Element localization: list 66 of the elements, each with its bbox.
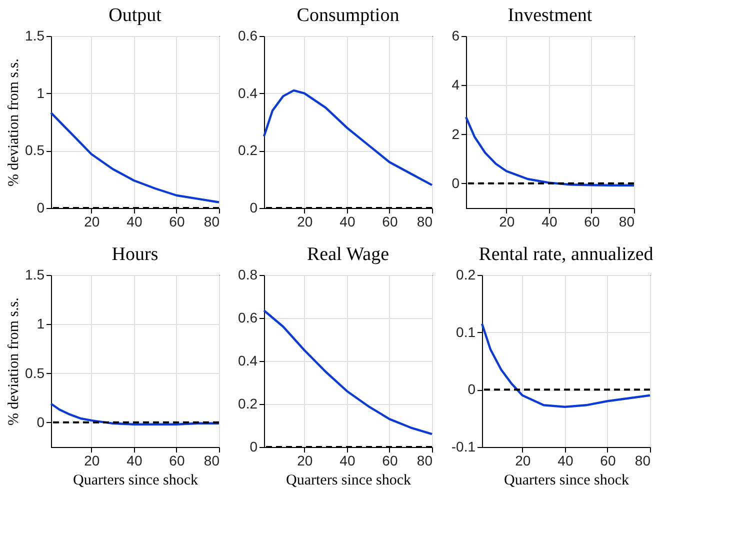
- y-tick-label: 0: [250, 438, 258, 454]
- line-series: [464, 116, 636, 186]
- x-tick-label: 40: [542, 214, 558, 230]
- y-tick-label: 0: [36, 414, 45, 430]
- y-tick-label: 0.5: [25, 364, 45, 381]
- x-tick-label: 60: [169, 452, 185, 468]
- y-tick-label: 0: [452, 174, 460, 191]
- line-series: [262, 89, 434, 186]
- y-tick-label: 0.1: [456, 324, 476, 340]
- x-axis-title: Quarters since shock: [504, 472, 630, 488]
- chart-title: Real Wage: [306, 244, 390, 265]
- chart-title: Hours: [112, 244, 158, 265]
- x-tick-label: 20: [297, 214, 313, 230]
- y-tick-label: 2: [452, 126, 460, 142]
- x-tick-label: 40: [340, 214, 356, 230]
- x-tick-label: 60: [382, 214, 398, 230]
- y-tick-label: 1: [36, 84, 45, 101]
- x-tick-label: 60: [382, 452, 398, 468]
- y-tick-label: 0.6: [238, 310, 258, 326]
- x-tick-label: 20: [84, 214, 100, 230]
- line-series: [50, 402, 220, 426]
- x-tick-label: 80: [416, 214, 433, 230]
- y-tick-label: 6: [452, 28, 460, 44]
- y-tick-label: 1.5: [25, 28, 45, 44]
- line-series: [50, 112, 220, 204]
- y-tick-label: 0.5: [25, 142, 45, 158]
- y-tick-label: 1: [36, 316, 45, 332]
- y-tick-label: 0.6: [238, 28, 258, 44]
- y-tick-label: 4: [452, 76, 460, 93]
- x-tick-label: 80: [204, 214, 220, 230]
- x-tick-label: 80: [204, 452, 220, 468]
- x-tick-label: 80: [618, 214, 635, 230]
- line-series: [480, 322, 652, 408]
- y-axis-title: % deviation from s.s.: [6, 298, 22, 426]
- y-axis-title: % deviation from s.s.: [6, 58, 22, 186]
- x-tick-label: 20: [84, 452, 100, 468]
- x-tick-label: 60: [584, 214, 600, 230]
- line-series: [262, 309, 434, 436]
- x-axis-title: Quarters since shock: [73, 472, 198, 488]
- chart-title: Investment: [508, 5, 593, 26]
- x-tick-label: 40: [126, 452, 142, 468]
- y-tick-label: 0.2: [238, 396, 258, 412]
- chart-title: Output: [108, 5, 162, 26]
- y-tick-label: 1.5: [25, 266, 45, 282]
- x-tick-label: 60: [600, 452, 616, 468]
- x-tick-label: 40: [126, 214, 142, 230]
- x-tick-label: 80: [416, 452, 433, 468]
- x-tick-label: 40: [558, 452, 574, 468]
- x-tick-label: 80: [634, 452, 651, 468]
- chart-title: Consumption: [296, 5, 400, 26]
- y-tick-label: 0.4: [238, 84, 258, 101]
- y-tick-label: 0.2: [238, 142, 258, 158]
- x-tick-label: 20: [499, 214, 515, 230]
- y-tick-label: 0.2: [456, 266, 476, 282]
- y-tick-label: 0.4: [238, 352, 258, 368]
- y-tick-label: 0: [250, 200, 258, 216]
- x-tick-label: 20: [297, 452, 313, 468]
- x-axis-title: Quarters since shock: [286, 472, 412, 488]
- chart-title: Rental rate, annualized: [478, 244, 654, 265]
- x-tick-label: 20: [515, 452, 531, 468]
- y-tick-label: 0.8: [238, 266, 258, 282]
- y-tick-label: 0: [36, 200, 45, 216]
- x-tick-label: 40: [340, 452, 356, 468]
- y-tick-label: 0: [468, 381, 476, 398]
- x-tick-label: 60: [169, 214, 185, 230]
- y-tick-label: -0.1: [451, 438, 476, 454]
